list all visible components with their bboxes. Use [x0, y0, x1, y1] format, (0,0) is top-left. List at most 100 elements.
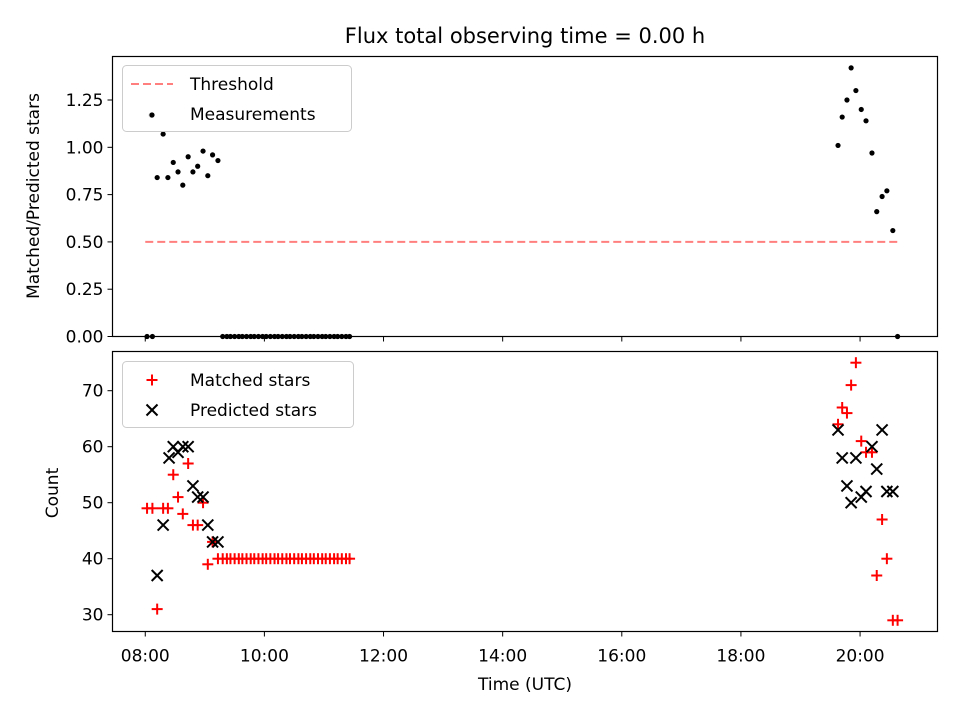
y-tick-label: 1.25	[66, 91, 104, 111]
y-tick-label: 50	[82, 494, 104, 514]
measurement-point	[844, 97, 850, 103]
y-tick-label: 60	[82, 438, 104, 458]
predicted-star-point	[181, 440, 195, 453]
y-tick-label: 70	[82, 382, 104, 402]
predicted-star-point	[840, 479, 854, 493]
measurement-point	[874, 209, 880, 215]
measurement-point	[190, 169, 196, 175]
measurement-point	[848, 65, 854, 71]
matched-star-point	[192, 519, 204, 531]
top-axes-frame	[111, 55, 939, 338]
measurement-point	[890, 227, 896, 234]
x-axis-label: Time (UTC)	[477, 675, 572, 695]
measurement-point	[170, 159, 176, 166]
matched-star-point	[836, 402, 848, 413]
predicted-star-point	[206, 535, 219, 549]
measurement-point	[160, 131, 166, 137]
predicted-star-point	[880, 485, 894, 498]
measurement-point	[215, 157, 221, 164]
matched-star-point	[850, 357, 862, 369]
y-tick-label: 40	[82, 550, 104, 570]
x-tick-label: 12:00	[359, 647, 408, 667]
legend-predicted-swatch	[145, 403, 159, 417]
bottom-y-axis: 30 40 50 60 70	[82, 382, 113, 626]
predicted-star-point	[875, 423, 889, 437]
bottom-panel: 30 40 50 60 70 08:00 10:00 12:00 14:00 16:00 18:0…	[43, 350, 939, 695]
measurement-point	[205, 173, 211, 179]
predicted-star-point	[835, 451, 849, 465]
top-x-axis	[144, 336, 861, 342]
measurement-point	[839, 114, 845, 120]
bottom-axes-frame	[111, 350, 939, 633]
predicted-star-point	[191, 490, 204, 504]
legend-matched-label: Matched stars	[190, 371, 310, 391]
measurement-point	[884, 188, 890, 194]
matched-star-point	[832, 418, 844, 430]
matched-star-point	[172, 491, 184, 503]
x-tick-label: 18:00	[716, 647, 765, 667]
measurement-point	[835, 142, 841, 149]
matched-star-point	[881, 553, 893, 565]
predicted-star-point	[844, 496, 858, 509]
matched-star-point	[344, 553, 356, 565]
chart-title: Flux total observing time = 0.00 h	[345, 24, 705, 48]
predicted-star-point	[156, 518, 170, 532]
legend-measurements-swatch	[149, 112, 155, 118]
matched-star-point	[845, 379, 857, 391]
bottom-legend-box	[122, 361, 354, 428]
x-tick-label: 20:00	[836, 647, 885, 667]
legend-threshold-label: Threshold	[189, 75, 274, 95]
y-tick-label: 0.25	[66, 280, 104, 300]
measurement-point	[869, 150, 875, 156]
predicted-star-point	[865, 440, 879, 453]
top-panel: Flux total observing time = 0.00 h 0.00 0…	[24, 24, 939, 348]
matched-star-point	[866, 446, 878, 458]
measurement-point	[879, 193, 885, 200]
matched-star-point	[892, 614, 904, 626]
legend-predicted-label: Predicted stars	[190, 401, 317, 421]
measurement-point	[154, 174, 160, 181]
matched-star-point	[876, 514, 888, 525]
legend-measurements-label: Measurements	[190, 105, 316, 125]
x-tick-label: 14:00	[478, 647, 527, 667]
bottom-plot-area	[141, 357, 904, 626]
matched-star-point	[177, 508, 189, 520]
predicted-star-point	[831, 423, 845, 437]
predicted-star-point	[201, 518, 215, 532]
legend-matched-swatch	[146, 374, 158, 386]
matched-star-point	[871, 570, 883, 581]
measurement-point	[858, 106, 864, 113]
measurement-point	[185, 154, 191, 160]
bottom-x-axis: 08:00 10:00 12:00 14:00 16:00 18:00 20:00	[121, 631, 885, 667]
x-tick-label: 10:00	[240, 647, 289, 667]
predicted-star-point	[849, 451, 863, 465]
matched-star-point	[151, 603, 163, 615]
x-tick-label: 16:00	[597, 647, 646, 667]
matched-star-point	[162, 502, 174, 514]
top-legend-box	[122, 65, 352, 132]
top-legend: Threshold Measurements	[122, 65, 352, 132]
y-tick-label: 0.50	[66, 233, 104, 253]
measurement-point	[180, 182, 186, 188]
matched-star-point	[146, 502, 158, 514]
measurement-point	[200, 148, 206, 154]
y-tick-label: 0.00	[66, 328, 104, 348]
top-y-axis: 0.00 0.25 0.50 0.75 1.00 1.25	[66, 91, 113, 348]
x-tick-label: 08:00	[121, 647, 170, 667]
predicted-star-point	[886, 485, 900, 498]
y-tick-label: 1.00	[66, 138, 104, 158]
matched-star-point	[182, 458, 194, 469]
bottom-legend: Matched stars Predicted stars	[122, 361, 354, 428]
predicted-star-point	[162, 451, 176, 465]
bottom-y-axis-label: Count	[43, 467, 63, 518]
matched-star-point	[855, 435, 867, 447]
predicted-star-point	[196, 490, 210, 504]
predicted-star-point	[186, 479, 200, 493]
predicted-star-point	[211, 535, 225, 549]
predicted-star-point	[176, 440, 189, 453]
measurement-point	[165, 174, 171, 181]
top-y-axis-label: Matched/Predicted stars	[24, 93, 44, 299]
measurement-point	[863, 118, 869, 124]
predicted-star-point	[859, 485, 873, 498]
